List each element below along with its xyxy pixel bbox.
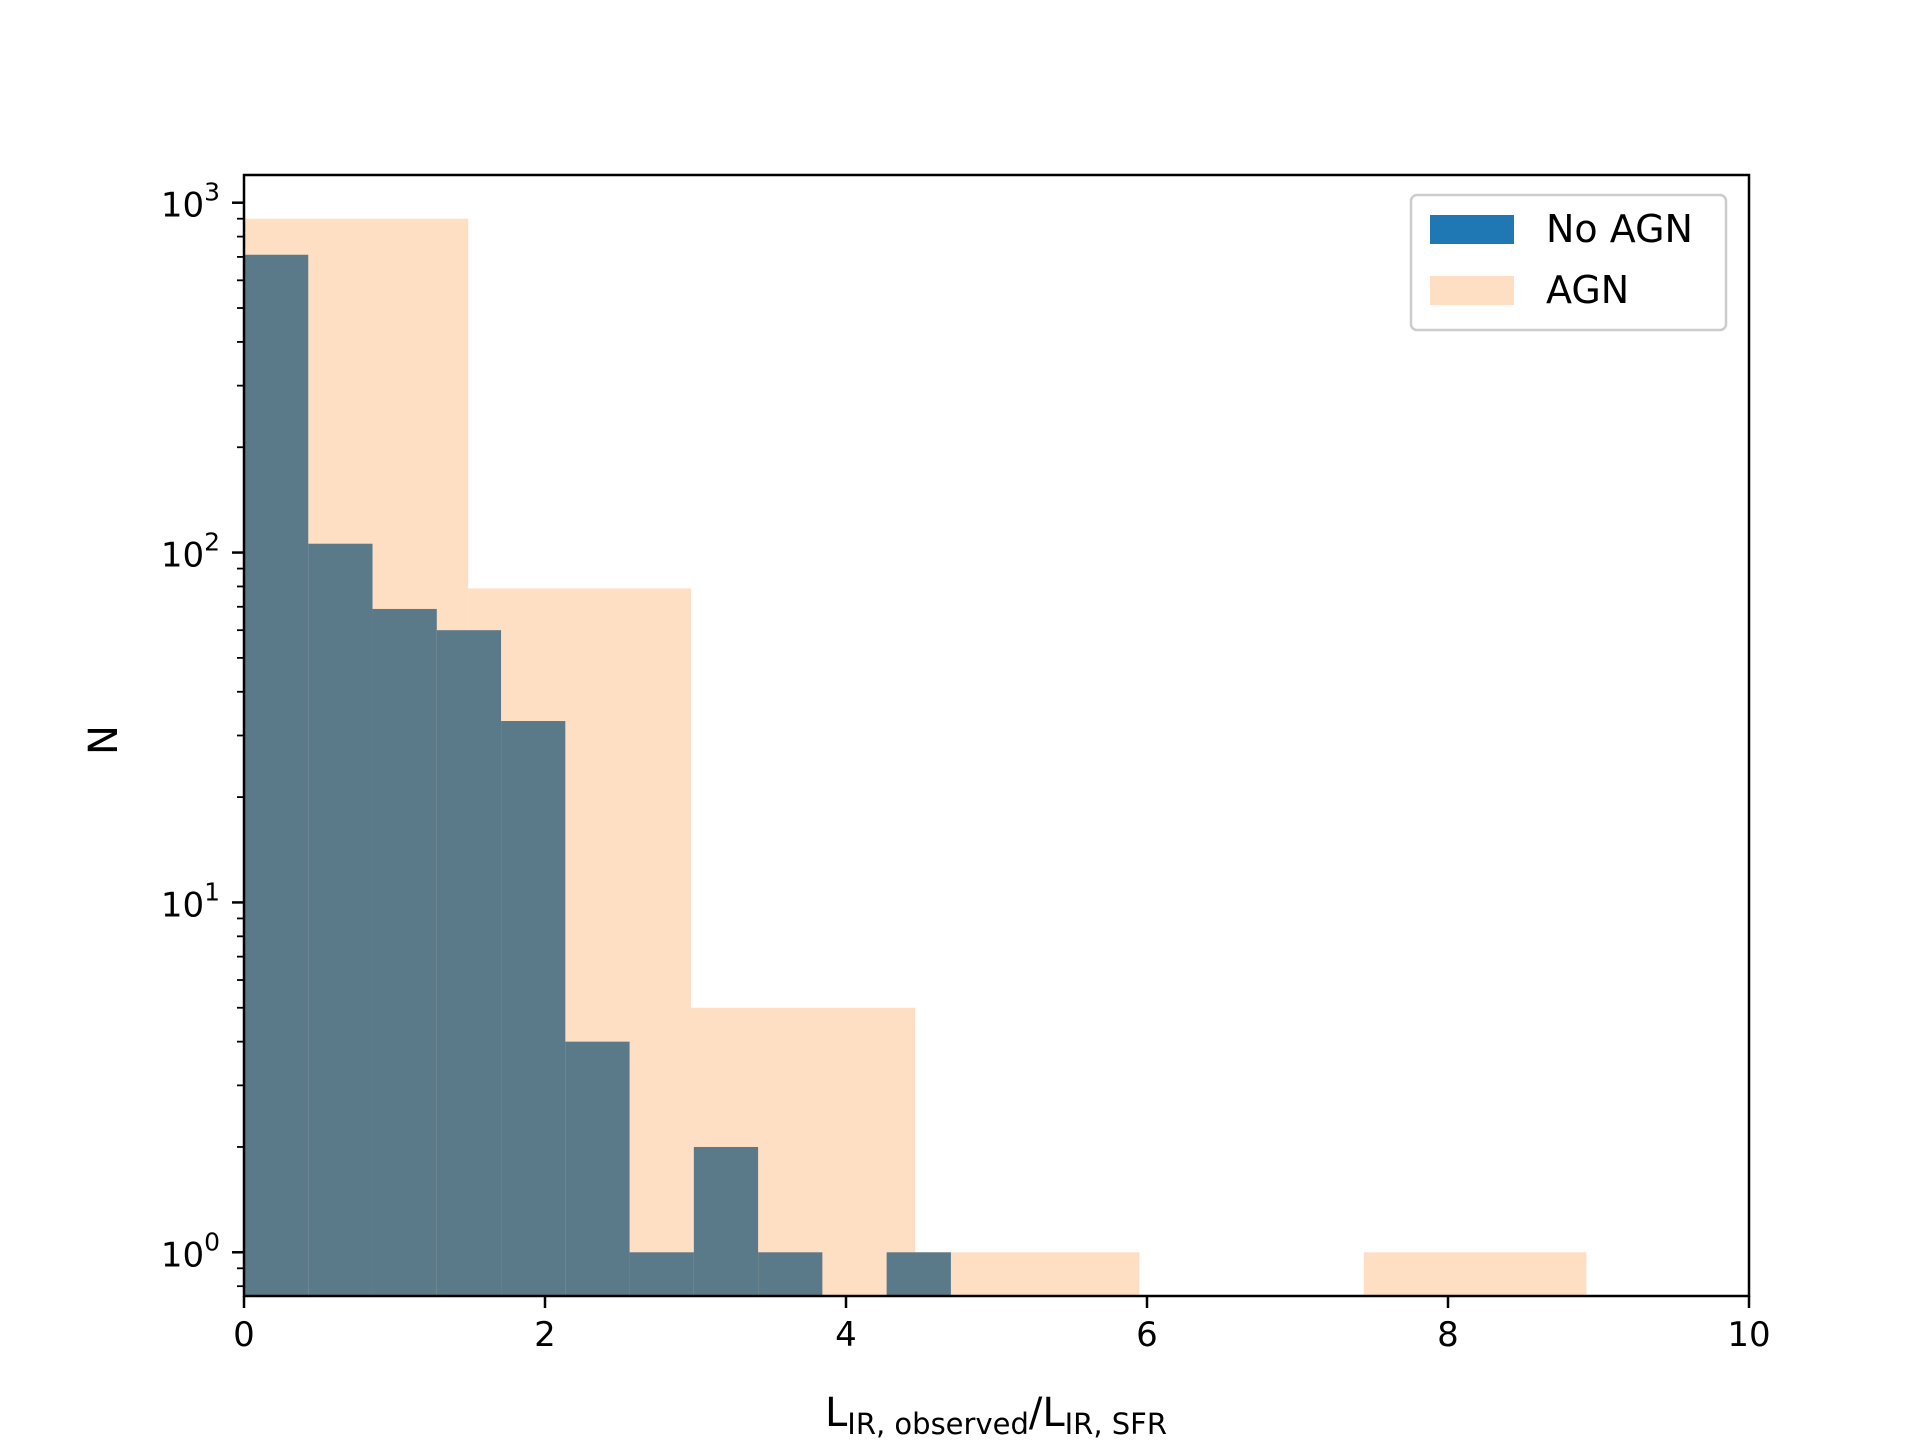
x-tick-label: 6 xyxy=(1136,1315,1158,1355)
y-tick-label: 101 xyxy=(161,877,220,925)
x-tick-label: 4 xyxy=(835,1315,857,1355)
plot-frame xyxy=(242,173,1751,1298)
no-agn-bar xyxy=(886,1252,951,1296)
x-axis-label: LIR, observed/LIR, SFR xyxy=(825,1390,1167,1440)
x-tick-label: 8 xyxy=(1437,1315,1459,1355)
x-tick-label: 2 xyxy=(534,1315,556,1355)
no-agn-bar xyxy=(693,1146,759,1296)
y-tick-label: 100 xyxy=(161,1227,220,1275)
no-agn-bar xyxy=(436,630,502,1296)
x-tick-label: 10 xyxy=(1727,1315,1770,1355)
no-agn-bar xyxy=(565,1041,630,1296)
no-agn-bar xyxy=(758,1252,823,1296)
legend-swatch-no-agn xyxy=(1430,215,1514,244)
y-tick-label: 103 xyxy=(161,178,220,226)
no-agn-bar xyxy=(372,608,437,1296)
no-agn-bar xyxy=(629,1252,694,1296)
no-agn-bar xyxy=(308,543,373,1296)
no-agn-bars xyxy=(244,254,951,1296)
agn-bar xyxy=(1363,1252,1587,1296)
no-agn-bar xyxy=(244,254,309,1296)
x-axis-ticks: 0 2 4 6 8 10 xyxy=(233,1296,1771,1355)
legend-swatch-agn xyxy=(1430,276,1514,305)
legend: No AGN AGN xyxy=(1409,193,1728,332)
legend-label-agn: AGN xyxy=(1546,268,1629,312)
x-tick-label: 0 xyxy=(233,1315,255,1355)
legend-label-no-agn: No AGN xyxy=(1546,207,1693,251)
y-tick-label: 102 xyxy=(161,528,220,576)
no-agn-bar xyxy=(501,721,566,1296)
agn-bar xyxy=(915,1252,1140,1296)
y-axis-label: N xyxy=(81,725,127,755)
y-axis-ticks: 100 101 102 103 xyxy=(161,178,244,1288)
